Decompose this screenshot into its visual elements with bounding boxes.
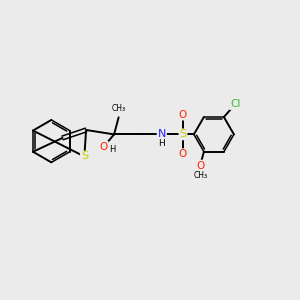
Text: N: N — [158, 129, 166, 140]
Text: O: O — [179, 110, 187, 120]
Text: H: H — [109, 145, 115, 154]
Text: Cl: Cl — [230, 99, 240, 109]
Text: O: O — [179, 149, 187, 159]
Text: O: O — [100, 142, 108, 152]
Text: CH₃: CH₃ — [112, 104, 126, 113]
Text: S: S — [81, 152, 88, 161]
Text: S: S — [179, 129, 187, 140]
Text: CH₃: CH₃ — [194, 171, 208, 180]
Text: O: O — [197, 160, 205, 171]
Text: H: H — [158, 139, 165, 148]
